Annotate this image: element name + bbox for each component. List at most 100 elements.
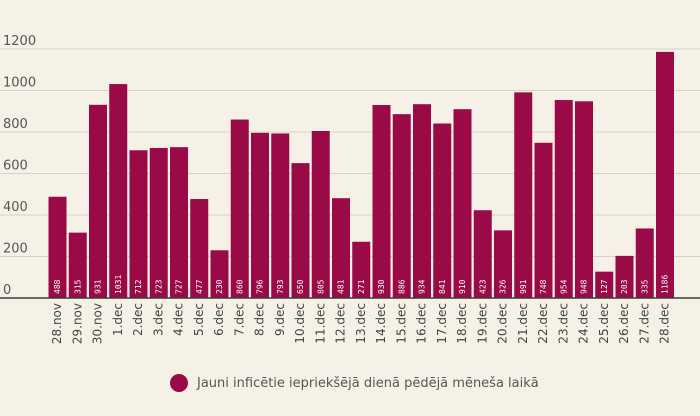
- x-tick-label: 22.dec: [536, 303, 550, 344]
- x-tick-label: 27.dec: [637, 303, 651, 344]
- bar-value-label: 931: [94, 279, 103, 294]
- bar: [473, 210, 492, 298]
- bar-value-label: 930: [377, 279, 386, 294]
- bar-value-label: 315: [73, 279, 82, 294]
- x-tick-label: 17.dec: [435, 303, 449, 344]
- bar-value-label: 650: [296, 279, 305, 294]
- bar: [210, 250, 229, 298]
- bar: [129, 150, 148, 298]
- x-tick-label: 11.dec: [313, 303, 327, 344]
- bar: [494, 230, 512, 298]
- bar-value-label: 860: [235, 279, 244, 294]
- x-tick-label: 23.dec: [556, 303, 570, 344]
- y-tick-label: 200: [3, 242, 28, 257]
- x-tick-label: 21.dec: [516, 303, 530, 344]
- x-tick-label: 30.nov: [91, 303, 105, 344]
- x-tick-label: 10.dec: [293, 303, 307, 344]
- bar: [453, 109, 472, 298]
- bar-value-label: 326: [499, 279, 508, 294]
- bar-value-label: 477: [195, 279, 204, 294]
- bar-value-label: 948: [580, 279, 589, 294]
- bar-value-label: 1186: [661, 275, 670, 294]
- bar-value-label: 1031: [114, 275, 123, 294]
- x-tick-label: 12.dec: [334, 303, 348, 344]
- x-tick-label: 28.dec: [658, 303, 672, 344]
- bar: [656, 51, 674, 298]
- bar: [230, 119, 249, 298]
- bar: [534, 142, 553, 298]
- x-tick-label: 20.dec: [496, 303, 510, 344]
- x-tick-label: 19.dec: [475, 303, 489, 344]
- bar: [433, 123, 452, 299]
- bar-value-label: 793: [276, 279, 285, 294]
- x-tick-label: 6.dec: [212, 303, 226, 336]
- x-tick-label: 2.dec: [131, 303, 145, 336]
- x-tick-label: 5.dec: [192, 303, 206, 336]
- bar: [190, 199, 209, 298]
- y-tick-label: 0: [3, 283, 11, 298]
- x-tick-label: 28.nov: [50, 303, 64, 344]
- x-tick-label: 8.dec: [253, 303, 267, 336]
- x-tick-label: 16.dec: [415, 303, 429, 344]
- bar-value-label: 805: [316, 279, 325, 294]
- x-tick-label: 9.dec: [273, 303, 287, 336]
- legend: Jauni inficētie iepriekšējā dienā pēdējā…: [170, 372, 539, 394]
- bar: [514, 92, 533, 299]
- bar-value-label: 203: [620, 279, 629, 294]
- bar: [352, 241, 371, 298]
- bar-value-label: 271: [357, 279, 366, 294]
- bar: [311, 130, 330, 298]
- x-tick-label: 7.dec: [232, 303, 246, 336]
- bar: [170, 147, 188, 298]
- x-tick-label: 3.dec: [151, 303, 165, 336]
- x-tick-label: 29.nov: [70, 303, 84, 344]
- y-tick-label: 1200: [3, 34, 36, 49]
- bar-value-label: 712: [134, 279, 143, 294]
- bar: [372, 105, 391, 299]
- bar: [251, 132, 269, 298]
- x-tick-label: 25.dec: [597, 303, 611, 344]
- bar-value-label: 488: [53, 279, 62, 294]
- y-tick-label: 400: [3, 200, 28, 215]
- bar-value-label: 796: [256, 279, 265, 294]
- bar-value-label: 748: [539, 279, 548, 294]
- bar: [68, 232, 87, 298]
- bar: [271, 133, 290, 298]
- bar-value-label: 954: [559, 279, 568, 294]
- bar-value-label: 934: [418, 279, 427, 294]
- bar-value-label: 127: [600, 279, 609, 294]
- y-tick-label: 1000: [3, 76, 36, 91]
- bar: [595, 271, 614, 298]
- bar: [291, 163, 310, 298]
- bar-value-label: 723: [154, 279, 163, 294]
- y-tick-label: 800: [3, 117, 28, 132]
- bar: [48, 196, 67, 298]
- bar: [615, 255, 634, 298]
- bar-value-label: 841: [438, 279, 447, 294]
- x-tick-label: 18.dec: [455, 303, 469, 344]
- bar: [332, 198, 350, 298]
- bar: [109, 84, 128, 298]
- bar: [554, 100, 573, 298]
- bar-value-label: 727: [175, 279, 184, 294]
- bar-value-label: 910: [458, 279, 467, 294]
- bar: [635, 228, 654, 298]
- bar-value-label: 423: [478, 279, 487, 294]
- x-tick-label: 15.dec: [394, 303, 408, 344]
- bar-value-label: 886: [397, 279, 406, 294]
- x-tick-label: 24.dec: [577, 303, 591, 344]
- bar-value-label: 991: [519, 279, 528, 294]
- x-tick-label: 14.dec: [374, 303, 388, 344]
- x-tick-label: 26.dec: [617, 303, 631, 344]
- x-tick-label: 1.dec: [111, 303, 125, 336]
- bar: [89, 104, 107, 298]
- bar-value-label: 335: [640, 279, 649, 294]
- legend-label: Jauni inficētie iepriekšējā dienā pēdējā…: [197, 375, 539, 391]
- bar: [149, 147, 168, 298]
- x-tick-label: 4.dec: [172, 303, 186, 336]
- bar: [413, 104, 431, 298]
- bar: [575, 101, 593, 298]
- bar: [392, 114, 411, 298]
- y-tick-label: 600: [3, 159, 28, 174]
